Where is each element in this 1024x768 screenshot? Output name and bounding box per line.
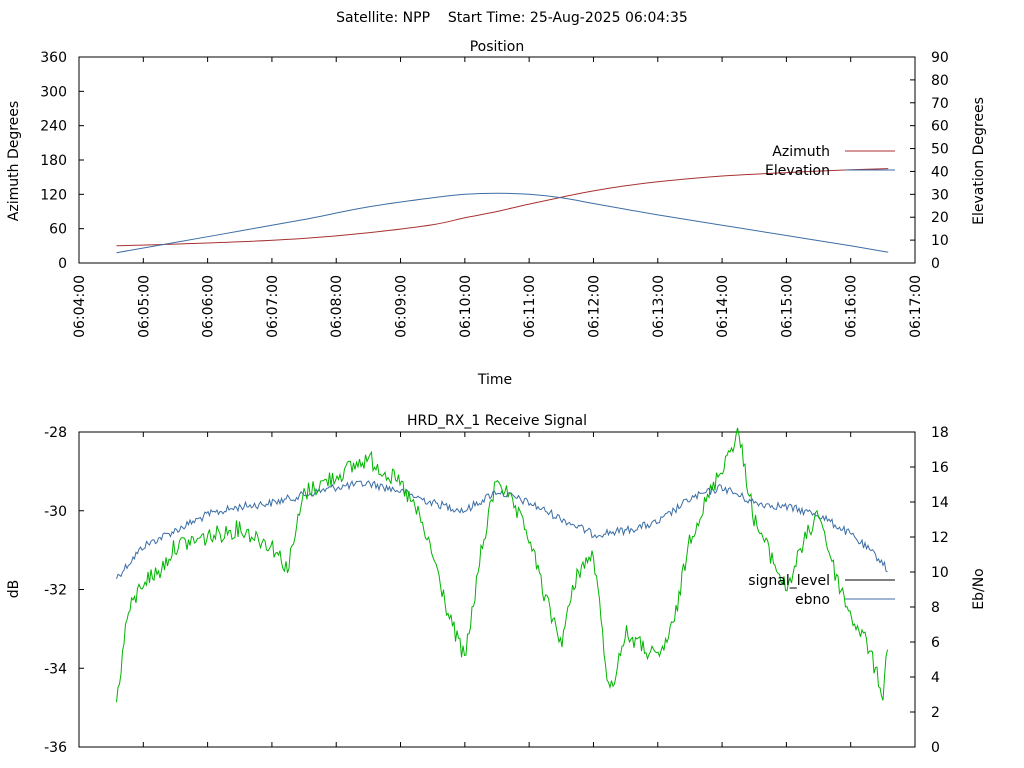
signal-chart-title: HRD_RX_1 Receive Signal (407, 413, 587, 429)
legend-label-elevation: Elevation (765, 163, 830, 179)
db-tick-label: -32 (44, 583, 67, 599)
ebno-tick-label: 14 (931, 495, 949, 511)
db-tick-label: -36 (44, 740, 67, 756)
series-line-ebno (116, 427, 888, 703)
signal-chart-series (116, 427, 888, 703)
figure-title: Satellite: NPP Start Time: 25-Aug-2025 0… (336, 10, 688, 26)
x-tick-label: 06:08:00 (329, 275, 345, 338)
elevation-tick-label: 70 (931, 96, 949, 112)
ebno-tick-label: 2 (931, 705, 940, 721)
db-tick-label: -28 (44, 425, 67, 441)
elevation-tick-label: 30 (931, 187, 949, 203)
plot-frame (78, 431, 916, 748)
ebno-tick-label: 10 (931, 565, 949, 581)
x-tick-label: 06:11:00 (522, 275, 538, 338)
position-y2-axis-label: Elevation Degrees (971, 97, 987, 225)
signal-y-axis-label: dB (6, 580, 22, 599)
azimuth-tick-label: 120 (40, 187, 67, 203)
azimuth-tick-label: 300 (40, 84, 67, 100)
azimuth-tick-label: 0 (58, 256, 67, 272)
signal-y2-axis-label: Eb/No (971, 568, 987, 610)
elevation-tick-label: 10 (931, 233, 949, 249)
x-tick-label: 06:09:00 (394, 275, 410, 338)
x-tick-label: 06:12:00 (586, 275, 602, 338)
elevation-tick-label: 50 (931, 142, 949, 158)
ebno-tick-label: 16 (931, 460, 949, 476)
legend-label-azimuth: Azimuth (772, 144, 830, 160)
elevation-tick-label: 40 (931, 164, 949, 180)
x-tick-label: 06:15:00 (779, 275, 795, 338)
legend-label-ebno: ebno (795, 592, 830, 608)
x-tick-label: 06:07:00 (265, 275, 281, 338)
position-x-axis-label: Time (477, 372, 512, 388)
legend-label-signal_level: signal_level (748, 573, 830, 589)
elevation-tick-label: 60 (931, 119, 949, 135)
x-tick-label: 06:16:00 (844, 275, 860, 338)
elevation-tick-label: 90 (931, 50, 949, 66)
azimuth-tick-label: 240 (40, 119, 67, 135)
plot-frame (78, 56, 916, 264)
series-line-azimuth (116, 168, 889, 247)
position-chart-axes: 0 60 120 180 240 300 360 0 10 20 30 40 50 60 70 80 90 06:… (40, 50, 949, 338)
db-tick-label: -34 (44, 661, 67, 677)
position-chart-legend: Azimuth Elevation (765, 144, 895, 179)
series-line-elevation (116, 192, 889, 254)
ebno-tick-label: 18 (931, 425, 949, 441)
azimuth-tick-label: 180 (40, 153, 67, 169)
ebno-tick-label: 4 (931, 670, 940, 686)
ebno-tick-label: 8 (931, 600, 940, 616)
ebno-tick-label: 12 (931, 530, 949, 546)
elevation-tick-label: 80 (931, 73, 949, 89)
elevation-tick-label: 20 (931, 210, 949, 226)
position-y-axis-label: Azimuth Degrees (6, 101, 22, 221)
x-tick-label: 06:05:00 (136, 275, 152, 338)
position-chart-series (116, 168, 889, 254)
x-tick-label: 06:10:00 (458, 275, 474, 338)
position-chart-title: Position (470, 39, 525, 55)
x-tick-label: 06:14:00 (715, 275, 731, 338)
x-tick-label: 06:04:00 (72, 275, 88, 338)
x-tick-label: 06:13:00 (651, 275, 667, 338)
ebno-tick-label: 6 (931, 635, 940, 651)
x-tick-label: 06:06:00 (201, 275, 217, 338)
ebno-tick-label: 0 (931, 740, 940, 756)
x-tick-label: 06:17:00 (908, 275, 924, 338)
azimuth-tick-label: 60 (49, 222, 67, 238)
azimuth-tick-label: 360 (40, 50, 67, 66)
db-tick-label: -30 (44, 504, 67, 520)
signal-chart-axes: -36 -34 -32 -30 -28 0 2 4 6 8 10 12 14 16 18 (44, 425, 949, 756)
series-line-signal_level (116, 480, 888, 580)
elevation-tick-label: 0 (931, 256, 940, 272)
